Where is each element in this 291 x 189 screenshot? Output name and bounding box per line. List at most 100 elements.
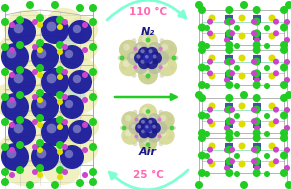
Circle shape xyxy=(229,118,235,124)
Circle shape xyxy=(285,1,291,9)
Text: N₂: N₂ xyxy=(141,27,155,37)
Circle shape xyxy=(56,16,64,24)
Circle shape xyxy=(269,33,276,40)
Circle shape xyxy=(56,141,64,149)
Circle shape xyxy=(37,47,43,53)
Circle shape xyxy=(225,146,233,154)
Circle shape xyxy=(68,20,92,44)
Circle shape xyxy=(138,116,142,120)
Circle shape xyxy=(170,126,174,130)
Circle shape xyxy=(56,91,64,99)
Circle shape xyxy=(31,143,59,171)
Circle shape xyxy=(16,66,24,74)
Circle shape xyxy=(146,74,150,78)
Circle shape xyxy=(32,119,38,125)
Circle shape xyxy=(234,25,240,31)
Circle shape xyxy=(273,30,279,36)
Circle shape xyxy=(155,51,169,65)
Circle shape xyxy=(146,37,150,43)
Circle shape xyxy=(264,113,270,119)
Circle shape xyxy=(32,19,38,25)
Circle shape xyxy=(73,75,81,83)
Circle shape xyxy=(1,68,9,76)
Circle shape xyxy=(239,54,246,61)
Circle shape xyxy=(284,147,290,153)
Circle shape xyxy=(253,18,261,26)
Circle shape xyxy=(36,139,44,147)
Circle shape xyxy=(32,144,38,150)
Circle shape xyxy=(135,113,148,126)
Circle shape xyxy=(146,57,158,69)
Circle shape xyxy=(225,41,233,49)
Circle shape xyxy=(204,65,210,71)
Circle shape xyxy=(9,47,15,53)
Circle shape xyxy=(121,126,140,145)
Circle shape xyxy=(159,73,164,78)
Circle shape xyxy=(76,4,84,12)
Circle shape xyxy=(62,119,68,125)
Circle shape xyxy=(208,33,216,40)
Circle shape xyxy=(73,25,81,33)
Circle shape xyxy=(138,57,150,69)
Circle shape xyxy=(32,44,38,50)
Circle shape xyxy=(204,153,210,159)
Circle shape xyxy=(156,126,175,145)
Ellipse shape xyxy=(62,136,98,164)
Circle shape xyxy=(146,109,150,114)
FancyArrowPatch shape xyxy=(107,0,186,20)
Circle shape xyxy=(137,45,142,50)
Circle shape xyxy=(269,15,276,22)
Circle shape xyxy=(280,23,288,32)
Circle shape xyxy=(56,41,64,49)
Circle shape xyxy=(269,102,276,109)
Circle shape xyxy=(225,69,233,77)
Circle shape xyxy=(68,120,92,144)
Bar xyxy=(202,50,284,85)
Circle shape xyxy=(123,116,128,121)
Circle shape xyxy=(82,122,88,128)
Ellipse shape xyxy=(0,134,38,166)
Circle shape xyxy=(280,6,288,14)
Circle shape xyxy=(239,33,246,40)
Circle shape xyxy=(280,129,288,137)
Circle shape xyxy=(273,59,279,65)
Circle shape xyxy=(89,68,97,76)
Circle shape xyxy=(251,30,257,36)
Circle shape xyxy=(273,147,279,153)
Circle shape xyxy=(269,54,276,61)
Ellipse shape xyxy=(47,8,83,36)
Circle shape xyxy=(280,169,288,177)
Circle shape xyxy=(148,49,152,53)
Circle shape xyxy=(7,149,16,158)
Circle shape xyxy=(9,147,15,153)
Circle shape xyxy=(254,147,260,153)
Circle shape xyxy=(119,56,139,76)
Circle shape xyxy=(14,124,23,133)
Circle shape xyxy=(254,37,260,43)
Circle shape xyxy=(37,72,43,78)
Circle shape xyxy=(1,143,9,151)
Circle shape xyxy=(168,116,173,121)
Circle shape xyxy=(269,160,276,167)
Circle shape xyxy=(1,93,29,121)
Circle shape xyxy=(264,43,270,49)
Circle shape xyxy=(41,68,69,96)
Circle shape xyxy=(264,153,270,159)
Circle shape xyxy=(280,46,288,54)
Bar xyxy=(225,103,233,111)
Circle shape xyxy=(208,102,216,109)
Circle shape xyxy=(146,127,157,138)
Circle shape xyxy=(251,158,257,164)
Circle shape xyxy=(158,118,162,121)
Circle shape xyxy=(160,130,166,136)
Circle shape xyxy=(9,172,15,178)
Circle shape xyxy=(47,124,56,133)
Ellipse shape xyxy=(0,34,38,66)
Circle shape xyxy=(146,36,150,40)
Circle shape xyxy=(284,37,290,43)
Circle shape xyxy=(37,147,43,153)
Circle shape xyxy=(7,49,16,58)
Circle shape xyxy=(51,181,59,189)
Circle shape xyxy=(195,181,203,189)
Circle shape xyxy=(280,134,288,142)
